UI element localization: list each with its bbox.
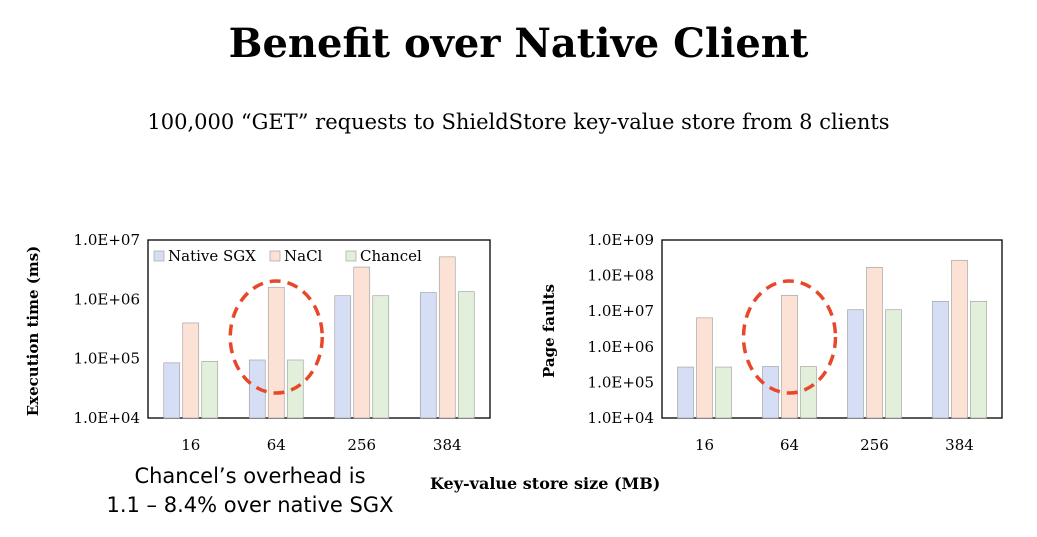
y-tick-label: 1.0E+06	[74, 290, 140, 308]
x-tick-label: 384	[945, 436, 974, 454]
bar-nacl-16	[696, 317, 713, 419]
shared-x-axis-label: Key-value store size (MB)	[430, 474, 661, 493]
y-tick-label: 1.0E+04	[74, 409, 140, 427]
bar-nacl-256	[866, 267, 883, 419]
bar-nacl-256	[353, 266, 371, 419]
x-tick-label: 16	[695, 436, 714, 454]
legend-swatch-nacl	[269, 250, 281, 262]
legend-label-chancel: Chancel	[360, 247, 422, 265]
y-tick-label: 1.0E+05	[74, 350, 140, 368]
overhead-note-line-1: Chancel’s overhead is	[134, 464, 366, 488]
bar-chancel-256	[885, 309, 902, 419]
slide-title: Benefit over Native Client	[228, 20, 809, 67]
overhead-note: Chancel’s overhead is 1.1 – 8.4% over na…	[70, 462, 430, 520]
y-tick-label: 1.0E+07	[74, 231, 140, 249]
bar-native-sgx-256	[847, 309, 864, 419]
bar-nacl-64	[267, 286, 285, 419]
bar-nacl-16	[182, 322, 200, 419]
y-axis-title: Page faults	[540, 284, 558, 378]
bar-chancel-384	[970, 300, 987, 419]
bar-chancel-384	[457, 291, 475, 419]
bar-nacl-384	[951, 259, 968, 419]
x-tick-label: 256	[347, 436, 376, 454]
bar-chancel-256	[372, 295, 390, 419]
x-tick-label: 64	[267, 436, 286, 454]
legend-label-native-sgx: Native SGX	[168, 247, 256, 265]
chart-1: 1.0E+04 1.0E+05 1.0E+06 1.0E+07 16 64 256 384 Ex…	[24, 231, 491, 454]
x-tick-label: 256	[860, 436, 889, 454]
y-tick-label: 1.0E+05	[588, 373, 654, 391]
y-axis-title: Execution time (ms)	[24, 246, 42, 417]
bar-native-sgx-384	[932, 300, 949, 419]
highlight-ellipse	[228, 279, 324, 395]
bar-chancel-64	[800, 366, 817, 419]
plot-frame	[147, 239, 491, 419]
y-tick-label: 1.0E+08	[588, 267, 654, 285]
legend-swatch-chancel	[345, 250, 357, 262]
bar-native-sgx-16	[677, 366, 694, 419]
y-tick-label: 1.0E+07	[588, 302, 654, 320]
y-tick-label: 1.0E+04	[588, 409, 654, 427]
plot-frame	[661, 239, 1003, 419]
bar-chancel-16	[715, 366, 732, 419]
bar-native-sgx-256	[334, 295, 352, 419]
overhead-note-line-2: 1.1 – 8.4% over native SGX	[106, 493, 394, 517]
legend-swatch-native-sgx	[153, 250, 165, 262]
y-tick-label: 1.0E+06	[588, 338, 654, 356]
x-tick-label: 384	[433, 436, 462, 454]
bar-native-sgx-16	[163, 362, 181, 419]
highlight-ellipse	[741, 279, 838, 395]
bar-nacl-384	[438, 256, 456, 419]
bar-nacl-64	[781, 294, 798, 419]
x-tick-label: 16	[181, 436, 200, 454]
legend-label-nacl: NaCl	[284, 247, 323, 265]
bar-native-sgx-384	[419, 292, 437, 419]
bar-chancel-16	[201, 361, 219, 419]
chart-2: 1.0E+04 1.0E+05 1.0E+06 1.0E+07 1.0E+08 1.0E+…	[540, 231, 1003, 454]
y-tick-label: 1.0E+09	[588, 231, 654, 249]
slide-subtitle: 100,000 “GET” requests to ShieldStore ke…	[147, 110, 890, 134]
x-tick-label: 64	[780, 436, 799, 454]
